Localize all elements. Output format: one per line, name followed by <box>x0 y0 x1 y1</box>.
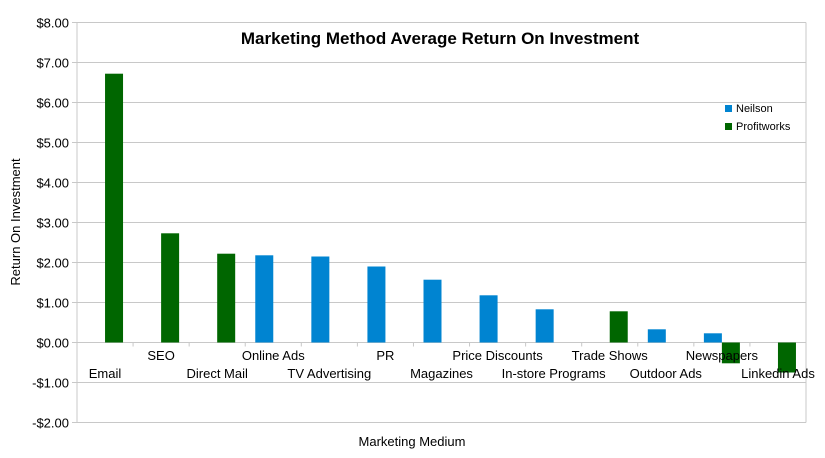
category-label: SEO <box>147 348 174 363</box>
x-axis-label: Marketing Medium <box>359 434 466 449</box>
y-tick-label: $1.00 <box>36 296 69 311</box>
bar-profitworks <box>161 233 180 343</box>
bar-profitworks <box>609 311 628 343</box>
category-label: Online Ads <box>242 348 305 363</box>
bar-neilson <box>535 309 554 343</box>
category-label: Newspapers <box>686 348 759 363</box>
bar-neilson <box>703 333 722 343</box>
bar-profitworks <box>105 73 124 343</box>
category-label: Outdoor Ads <box>630 366 703 381</box>
y-tick-label: -$2.00 <box>32 416 69 431</box>
bar-neilson <box>367 266 386 343</box>
y-tick-label: $0.00 <box>36 336 69 351</box>
legend-swatch <box>725 123 732 130</box>
bar-neilson <box>311 256 330 343</box>
chart-title: Marketing Method Average Return On Inves… <box>241 29 640 48</box>
y-tick-label: $7.00 <box>36 56 69 71</box>
y-tick-label: $8.00 <box>36 16 69 31</box>
category-label: Trade Shows <box>572 348 649 363</box>
bar-neilson <box>479 295 498 343</box>
bar-neilson <box>255 255 274 343</box>
category-label: Price Discounts <box>452 348 543 363</box>
y-tick-label: $3.00 <box>36 216 69 231</box>
category-label: In-store Programs <box>502 366 607 381</box>
bar-neilson <box>423 279 442 343</box>
y-tick-label: $5.00 <box>36 136 69 151</box>
y-tick-label: $4.00 <box>36 176 69 191</box>
bar-neilson <box>647 329 666 343</box>
bar-profitworks <box>777 342 796 373</box>
category-label: Email <box>89 366 122 381</box>
legend-label: Neilson <box>736 103 773 115</box>
category-label: Linkedin Ads <box>741 366 815 381</box>
y-axis-label: Return On Investment <box>8 158 23 286</box>
y-tick-label: $6.00 <box>36 96 69 111</box>
category-label: TV Advertising <box>287 366 371 381</box>
y-tick-label: $2.00 <box>36 256 69 271</box>
bar-profitworks <box>217 253 236 343</box>
category-label: Direct Mail <box>186 366 248 381</box>
category-label: PR <box>376 348 394 363</box>
y-tick-label: -$1.00 <box>32 376 69 391</box>
legend: Neilson Profitworks <box>725 103 791 133</box>
legend-label: Profitworks <box>736 121 791 133</box>
bar-profitworks <box>721 342 740 364</box>
legend-swatch <box>725 105 732 112</box>
category-label: Magazines <box>410 366 473 381</box>
